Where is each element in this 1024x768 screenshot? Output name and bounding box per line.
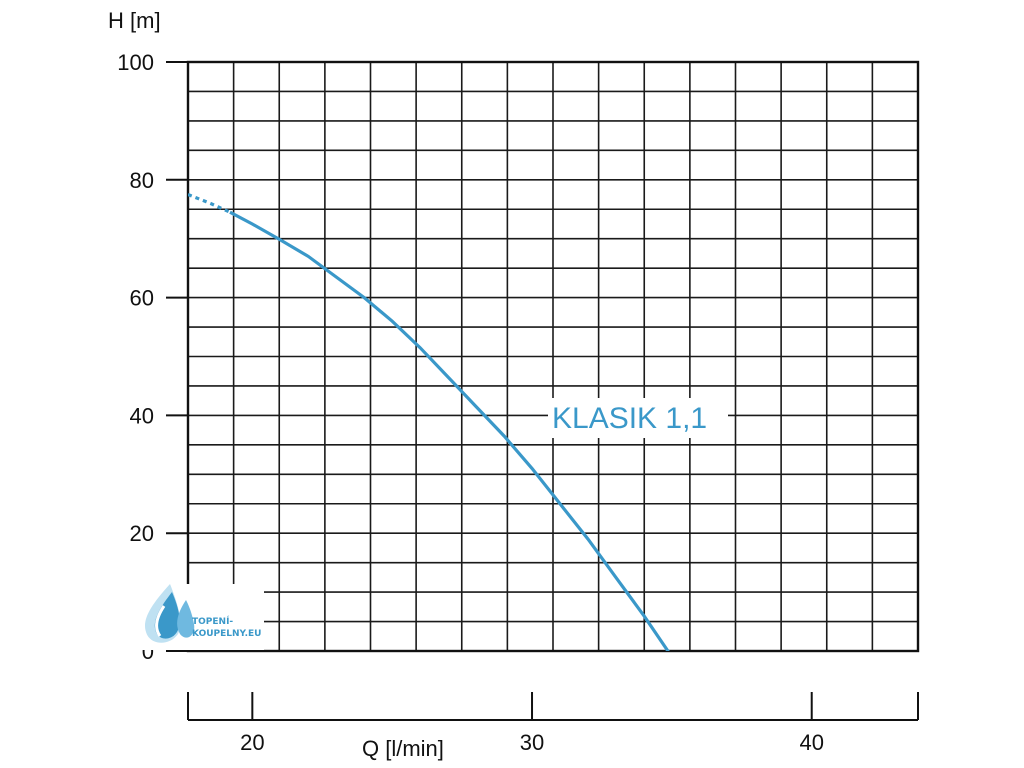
y-tick-label: 40 <box>130 403 154 428</box>
logo-line-2: KOUPELNY.EU <box>192 629 261 639</box>
x-axis: 20 30 40 <box>187 692 919 755</box>
curve-dashed-segment <box>188 193 231 214</box>
y-axis-title: H [m] <box>108 8 161 33</box>
x-axis-title: Q [l/min] <box>362 736 444 761</box>
logo-line-1: TOPENÍ- <box>192 615 233 627</box>
water-drop-icon <box>145 584 195 643</box>
y-tick-label: 20 <box>130 521 154 546</box>
logo: TOPENÍ- KOUPELNY.EU <box>140 584 264 650</box>
plot-frame <box>186 60 920 653</box>
curve-group <box>188 193 670 651</box>
y-tick-label: 60 <box>130 286 154 311</box>
curve-label-box <box>548 398 728 438</box>
y-tick-label: 100 <box>117 50 154 75</box>
grid <box>188 62 918 651</box>
x-tick-label: 20 <box>240 730 264 755</box>
curve-line <box>229 210 670 651</box>
curve-label: KLASIK 1,1 <box>552 402 707 435</box>
x-tick-label: 30 <box>520 730 544 755</box>
plot-border <box>186 60 920 653</box>
x-tick-label: 40 <box>799 730 823 755</box>
y-tick-label: 80 <box>130 168 154 193</box>
